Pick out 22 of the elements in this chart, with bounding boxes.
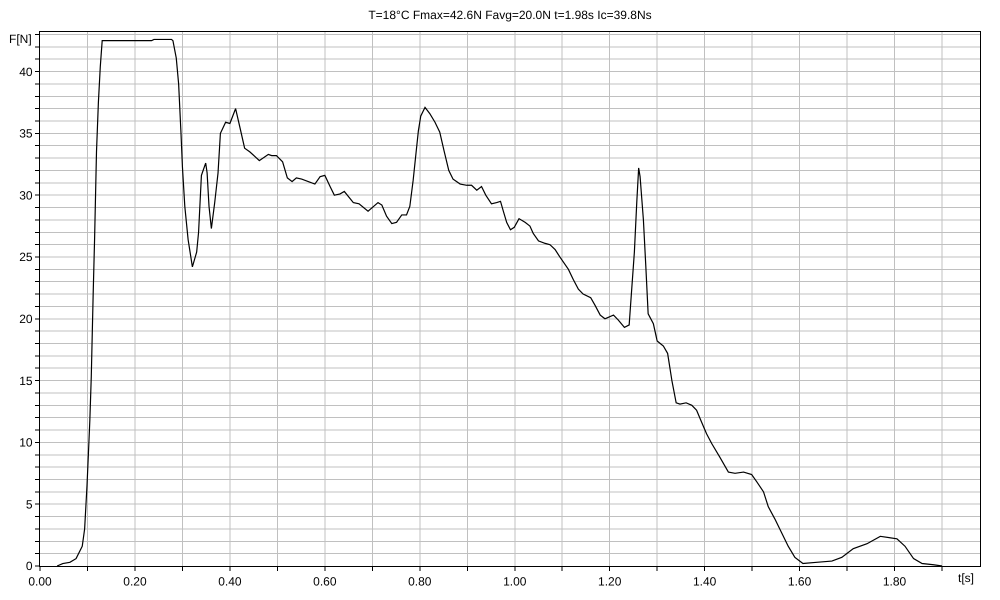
x-tick-label: 0.00 [28, 574, 52, 588]
x-tick-label: 1.40 [692, 574, 717, 588]
x-tick-label: 1.80 [882, 574, 907, 588]
y-tick-label: 20 [19, 312, 33, 326]
chart-title: T=18°C Fmax=42.6N Favg=20.0N t=1.98s Ic=39.8Ns [368, 8, 652, 22]
y-axis-title: F[N] [9, 32, 32, 46]
x-tick-label: 0.20 [123, 574, 147, 588]
x-tick-label: 0.80 [408, 574, 432, 588]
x-tick-label: 0.60 [313, 574, 337, 588]
x-tick-label: 0.40 [218, 574, 242, 588]
y-tick-label: 35 [19, 126, 33, 141]
x-tick-label: 1.00 [503, 574, 527, 588]
y-tick-label: 30 [19, 188, 33, 202]
x-axis-title: t[s] [958, 571, 974, 585]
x-tick-label: 1.20 [598, 574, 622, 588]
y-tick-label: 0 [26, 559, 33, 574]
y-tick-label: 10 [19, 436, 33, 450]
y-tick-label: 5 [26, 497, 33, 512]
y-tick-label: 25 [19, 250, 33, 264]
y-tick-label: 15 [19, 374, 33, 388]
y-tick-label: 40 [19, 64, 33, 79]
x-tick-label: 1.60 [788, 574, 812, 588]
